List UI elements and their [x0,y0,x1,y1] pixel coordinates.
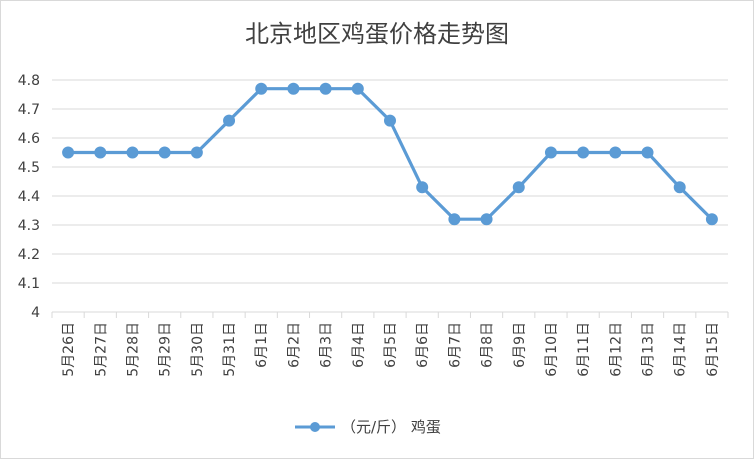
data-point [126,146,139,159]
grid-layer [51,79,729,318]
data-point [287,82,300,95]
y-tick-label: 4.2 [18,247,40,263]
data-point [609,146,622,159]
y-tick-label: 4 [31,305,40,321]
y-tick-label: 4.1 [18,276,40,292]
data-point [641,146,654,159]
data-point [416,181,429,194]
data-point [544,146,557,159]
chart-title: 北京地区鸡蛋价格走势图 [245,20,509,48]
x-axis-ticks: 5月26日 5月27日 5月28日 5月29日 5月30日 5月31日 6月1日 6月2日 6月… [61,322,721,377]
x-tick-label: 6月12日 [608,322,624,377]
y-tick-label: 4.5 [18,160,40,176]
data-point [480,213,493,226]
x-tick-label: 6月4日 [351,322,367,368]
data-point [223,114,236,127]
x-tick-label: 6月6日 [415,322,431,368]
data-point [255,82,268,95]
x-tick-label: 6月7日 [447,322,463,368]
x-tick-label: 6月3日 [319,322,335,368]
x-tick-label: 6月13日 [641,322,657,377]
data-point [319,82,332,95]
data-point [448,213,461,226]
y-tick-label: 4.7 [18,102,40,118]
x-tick-label: 6月5日 [383,322,399,368]
data-point [351,82,364,95]
x-tick-label: 5月31日 [222,322,238,377]
x-tick-label: 5月30日 [190,322,206,377]
data-point [384,114,396,127]
x-tick-label: 5月27日 [93,322,109,377]
y-axis-ticks: 4 4.1 4.2 4.3 4.4 4.5 4.6 4.7 4.8 [18,73,40,321]
x-tick-label: 6月11日 [576,322,592,377]
data-point [512,181,525,194]
x-tick-label: 5月26日 [61,322,77,377]
x-tick-label: 6月14日 [673,322,689,377]
data-point [94,146,107,159]
legend-label: （元/斤） 鸡蛋 [341,418,441,436]
x-tick-label: 6月15日 [705,322,721,377]
x-tick-label: 6月8日 [480,322,496,368]
legend: （元/斤） 鸡蛋 [295,418,441,436]
x-tick-label: 6月10日 [544,322,560,377]
data-point [577,146,590,159]
legend-marker-swatch [310,422,320,432]
y-tick-label: 4.8 [18,73,40,89]
x-tick-label: 6月1日 [254,322,270,368]
series-layer [62,82,718,226]
y-tick-label: 4.4 [18,189,40,205]
data-point [705,213,718,226]
y-tick-label: 4.6 [18,131,40,147]
data-point [62,146,75,159]
data-point [158,146,171,159]
x-tick-label: 6月2日 [286,322,302,368]
x-tick-label: 5月28日 [125,322,141,377]
data-point [190,146,203,159]
y-tick-label: 4.3 [18,218,40,234]
data-point [673,181,686,194]
x-tick-label: 5月29日 [158,322,174,377]
x-tick-label: 6月9日 [512,322,528,368]
